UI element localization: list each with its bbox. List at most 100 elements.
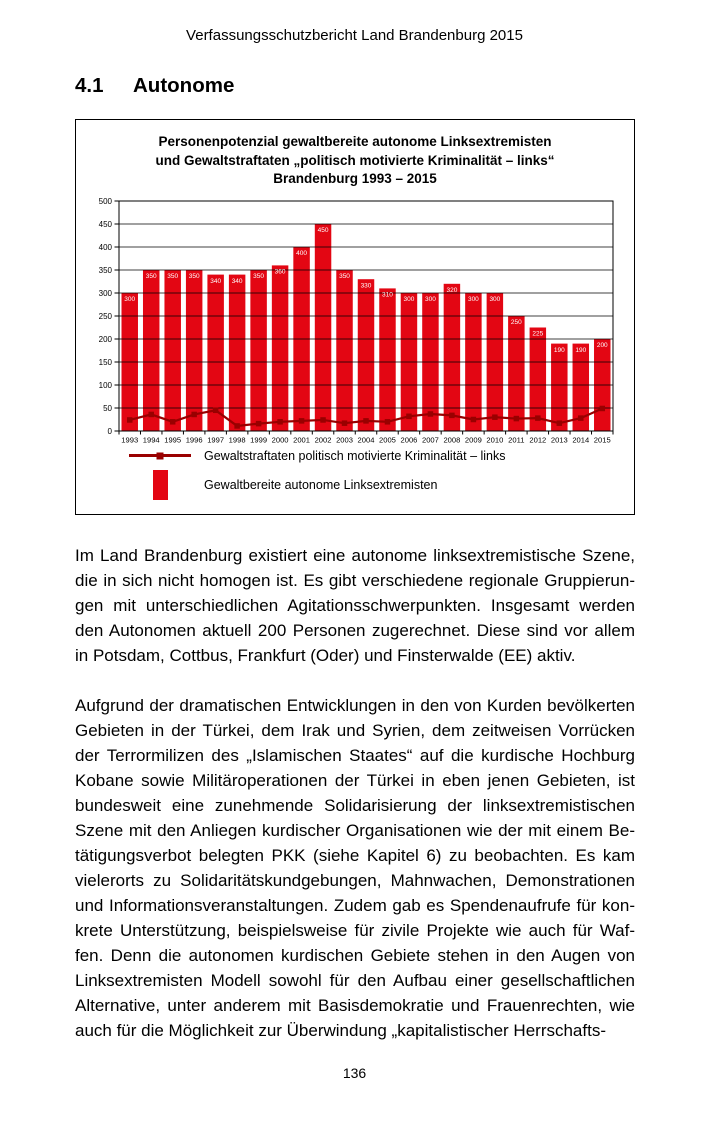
line-marker-2014: [578, 414, 584, 421]
line-marker-1996: [191, 411, 197, 417]
line-marker-2005: [384, 418, 391, 425]
year-label-1996: 1996: [186, 435, 203, 444]
section-heading: 4.1 Autonome: [75, 74, 709, 98]
y-axis-label-150: 150: [99, 357, 113, 366]
line-marker-2002: [320, 416, 326, 423]
line-marker-2003: [341, 419, 348, 426]
year-label-2014: 2014: [572, 435, 589, 444]
bar-label-2005: 310: [382, 291, 393, 298]
bar-label-1999: 350: [253, 273, 264, 280]
section-number: 4.1: [75, 74, 104, 97]
line-marker-1997: [212, 407, 219, 413]
bar-2002: [314, 223, 332, 431]
page-header: Verfassungsschutzbericht Land Brandenbur…: [186, 27, 523, 44]
bar-series-swatch: [152, 469, 168, 500]
year-label-2015: 2015: [594, 435, 611, 444]
line-marker-1993: [126, 416, 133, 423]
bar-label-1993: 300: [124, 296, 135, 303]
line-marker-1998: [234, 422, 240, 429]
line-marker-2004: [363, 417, 369, 424]
bar-2012: [529, 327, 547, 431]
chart-title: Personenpotenzial gewaltbereite autonome…: [76, 133, 634, 189]
year-label-1993: 1993: [121, 435, 138, 444]
bar-label-2010: 300: [489, 296, 500, 303]
line-marker-2008: [449, 412, 455, 418]
bar-2011: [508, 315, 525, 431]
bar-label-2001: 400: [296, 250, 307, 257]
bar-2005: [379, 287, 396, 431]
bar-2008: [443, 283, 461, 431]
paragraph-2: Aufgrund der dramatischen Entwicklungen …: [75, 695, 635, 1040]
year-label-2009: 2009: [465, 435, 482, 444]
year-label-2013: 2013: [551, 435, 568, 444]
legend-label-line-series: Gewaltstraftaten politisch motivierte Kr…: [204, 448, 506, 463]
line-marker-2011: [513, 415, 520, 421]
line-marker-2009: [470, 416, 477, 422]
legend-label-bar-series: Gewaltbereite autonome Linksextremisten: [204, 477, 438, 492]
y-axis-label-100: 100: [99, 380, 113, 389]
line-marker-1994: [148, 411, 154, 417]
legend-item-bar-series: Gewaltbereite autonome Linksextremisten: [129, 469, 634, 500]
bar-label-1998: 340: [232, 277, 243, 284]
line-marker-2000: [277, 418, 283, 425]
chart-frame: Personenpotenzial gewaltbereite autonome…: [75, 119, 635, 515]
year-label-2000: 2000: [272, 435, 289, 444]
paragraph-1: Im Land Brandenburg existiert eine auton…: [75, 545, 635, 665]
year-label-2002: 2002: [315, 435, 332, 444]
bar-label-2000: 360: [275, 268, 286, 275]
year-label-1994: 1994: [143, 435, 160, 444]
line-marker-icon: [156, 452, 164, 459]
y-axis-label-250: 250: [99, 311, 113, 320]
line-marker-1999: [255, 420, 262, 426]
legend-marker-cell: [129, 452, 191, 459]
chart-title-line1: Personenpotenzial gewaltbereite autonome…: [158, 134, 552, 149]
legend-marker-cell: [129, 469, 191, 500]
year-label-2005: 2005: [379, 435, 396, 444]
bar-label-1994: 350: [146, 273, 157, 280]
year-label-2008: 2008: [443, 435, 460, 444]
bar-1995: [164, 269, 181, 431]
bar-label-2015: 200: [597, 342, 608, 349]
line-marker-2010: [492, 413, 498, 420]
bar-label-2002: 450: [318, 227, 329, 234]
y-axis-label-200: 200: [99, 334, 113, 343]
y-axis-label-400: 400: [99, 242, 113, 251]
bar-2013: [551, 343, 568, 431]
bar-label-2012: 225: [532, 330, 543, 337]
line-marker-2006: [406, 413, 412, 419]
year-label-2011: 2011: [508, 435, 524, 444]
year-label-1998: 1998: [229, 435, 246, 444]
page-number: 136: [342, 1064, 367, 1081]
chart-legend: Gewaltstraftaten politisch motivierte Kr…: [129, 449, 634, 500]
year-label-2010: 2010: [486, 435, 503, 444]
year-label-2004: 2004: [358, 435, 375, 444]
bar-label-1997: 340: [210, 277, 221, 284]
bar-1997: [207, 274, 224, 431]
y-axis-label-350: 350: [99, 265, 113, 274]
line-marker-1995: [169, 418, 176, 425]
bar-label-2008: 320: [446, 287, 457, 294]
bar-1998: [228, 274, 246, 431]
bar-1994: [142, 269, 160, 431]
plot-border: [118, 200, 614, 431]
bar-label-2014: 190: [575, 346, 586, 353]
bar-label-1996: 350: [189, 273, 200, 280]
y-axis-label-50: 50: [103, 403, 112, 412]
bar-label-2003: 350: [339, 273, 350, 280]
bar-1999: [250, 269, 267, 431]
line-series-swatch: [129, 452, 191, 459]
bar-2014: [572, 343, 590, 431]
section-title: Autonome: [133, 74, 235, 97]
line-marker-2015: [599, 405, 606, 411]
bar-label-2009: 300: [468, 296, 479, 303]
chart-title-line3: Brandenburg 1993 – 2015: [273, 171, 437, 186]
year-label-2006: 2006: [401, 435, 418, 444]
year-label-2001: 2001: [293, 435, 310, 444]
bar-2000: [271, 264, 289, 431]
y-axis-label-500: 500: [99, 196, 113, 205]
year-label-2003: 2003: [336, 435, 353, 444]
y-axis-label-0: 0: [108, 426, 113, 435]
chart-canvas: 0 50 100 150 200 250 300 350 400 450 500 300 350 350 3…: [99, 196, 614, 444]
year-label-1999: 1999: [250, 435, 267, 444]
bar-label-2004: 330: [361, 282, 372, 289]
